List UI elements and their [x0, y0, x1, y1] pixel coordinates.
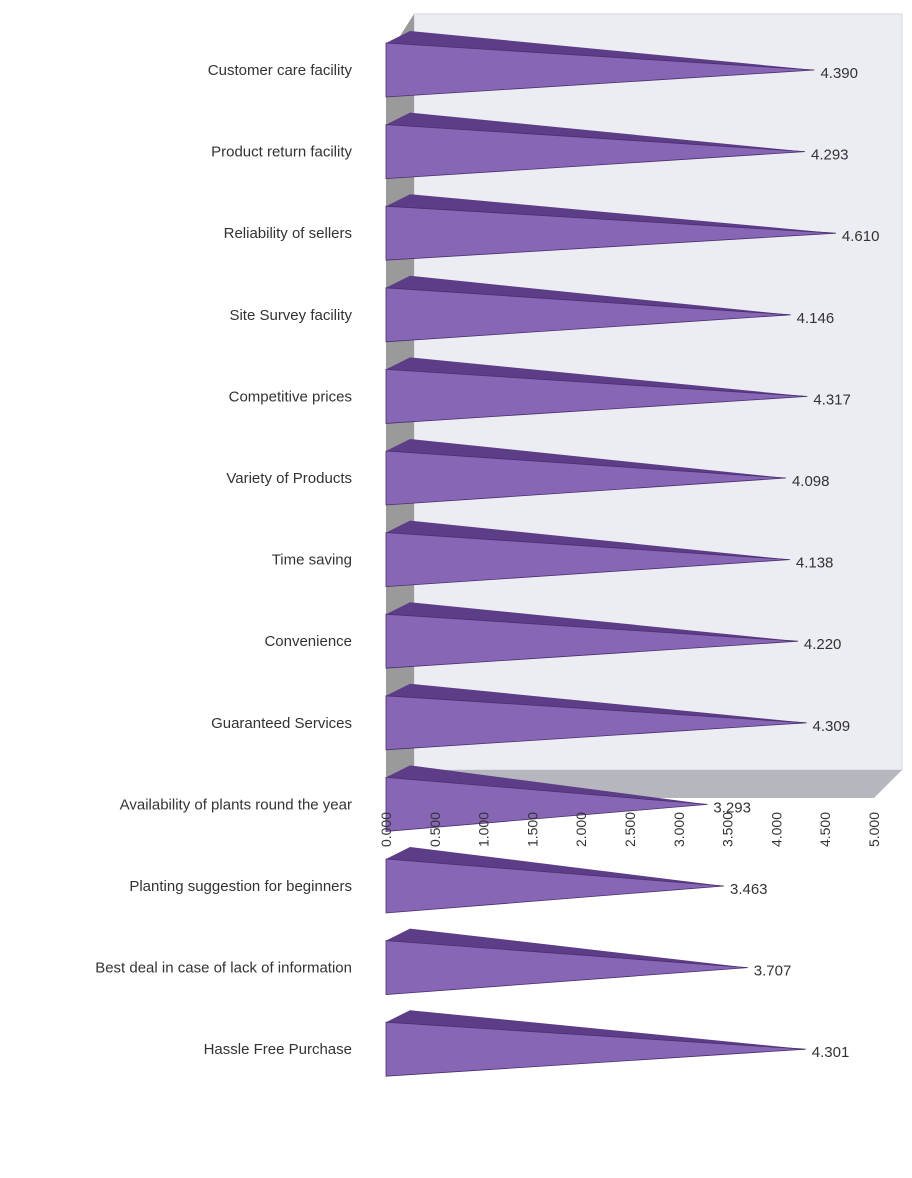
x-tick-label: 3.500 [720, 812, 736, 847]
bar-front-face [385, 695, 807, 751]
x-axis-tick-labels: 0.000 0.500 1.000 1.500 2.000 2.500 3.000 3.500… [378, 812, 882, 847]
bar-top-face [386, 275, 791, 315]
bar-front-face [385, 450, 786, 506]
category-label: Competitive prices [229, 388, 352, 405]
value-label: 4.309 [813, 718, 851, 735]
cone-bar [385, 1010, 806, 1077]
cone-bar [385, 847, 725, 914]
category-label: Guaranteed Services [211, 715, 352, 732]
bar-top-face [386, 439, 786, 478]
bar-top-face [386, 194, 836, 234]
bar-top-face [386, 847, 724, 886]
category-label: Reliability of sellers [224, 225, 352, 242]
category-label: Site Survey facility [229, 307, 352, 324]
bar-top-face [386, 602, 798, 642]
bar-front-face [385, 368, 808, 424]
category-label: Convenience [264, 633, 352, 650]
category-label: Availability of plants round the year [120, 796, 352, 813]
value-label: 4.293 [811, 147, 849, 164]
bar-front-face [385, 776, 708, 832]
bar-front-face [385, 205, 836, 261]
value-label: 4.098 [792, 473, 830, 490]
bar-front-face [385, 287, 791, 343]
x-tick-label: 2.500 [622, 812, 638, 847]
cone-bar [385, 112, 806, 180]
bar-top-face [386, 357, 808, 397]
bar-top-face [386, 683, 807, 723]
x-tick-label: 0.500 [427, 812, 443, 847]
x-tick-label: 0.000 [378, 812, 394, 847]
bar-series [385, 31, 836, 1077]
x-tick-label: 3.000 [671, 812, 687, 847]
value-labels: 4.390 4.293 4.610 4.146 4.317 4.098 4.138 4.220… [713, 65, 879, 1061]
value-label: 4.610 [842, 228, 880, 245]
bar-front-face [385, 613, 798, 669]
bar-front-face [385, 532, 790, 588]
category-label: Best deal in case of lack of information [95, 960, 352, 977]
x-tick-label: 1.500 [524, 812, 540, 847]
x-tick-label: 1.000 [476, 812, 492, 847]
value-label: 3.463 [730, 881, 768, 898]
category-label: Time saving [272, 552, 352, 569]
x-tick-label: 2.000 [573, 812, 589, 847]
category-label: Hassle Free Purchase [204, 1041, 352, 1058]
bar-front-face [385, 124, 806, 180]
cone-bar [385, 683, 807, 751]
bar-front-face [385, 42, 815, 98]
value-label: 4.146 [797, 310, 835, 327]
x-tick-label: 4.000 [768, 812, 784, 847]
bar-front-face [385, 1021, 806, 1077]
cone-bar [385, 31, 815, 98]
bar-front-face [385, 858, 725, 914]
value-label: 4.301 [812, 1044, 850, 1061]
category-label: Variety of Products [226, 470, 352, 487]
category-labels: Customer care facility Product return fac… [95, 62, 352, 1058]
cone-bar [385, 520, 790, 588]
category-label: Planting suggestion for beginners [129, 878, 352, 895]
x-tick-label: 4.500 [817, 812, 833, 847]
bar-top-face [386, 765, 708, 805]
bar-front-face [385, 940, 748, 996]
cone-bar [385, 765, 708, 832]
cone-bar [385, 439, 786, 506]
cone-bar [385, 602, 798, 669]
value-label: 4.390 [820, 65, 858, 82]
value-label: 4.138 [796, 555, 834, 572]
value-label: 4.317 [813, 391, 851, 408]
cone-bar [385, 357, 808, 424]
value-label: 3.293 [713, 799, 751, 816]
category-label: Customer care facility [208, 62, 353, 79]
value-label: 4.220 [804, 636, 842, 653]
bar-top-face [386, 520, 790, 560]
cone-bar [385, 275, 791, 343]
bar-top-face [386, 1010, 806, 1050]
bar-top-face [386, 31, 815, 70]
bar-top-face [386, 112, 805, 152]
bar-top-face [386, 928, 748, 968]
cone-bar [385, 194, 836, 261]
value-label: 3.707 [754, 963, 792, 980]
cone-bar [385, 928, 748, 996]
x-tick-label: 5.000 [866, 812, 882, 847]
category-label: Product return facility [211, 144, 352, 161]
